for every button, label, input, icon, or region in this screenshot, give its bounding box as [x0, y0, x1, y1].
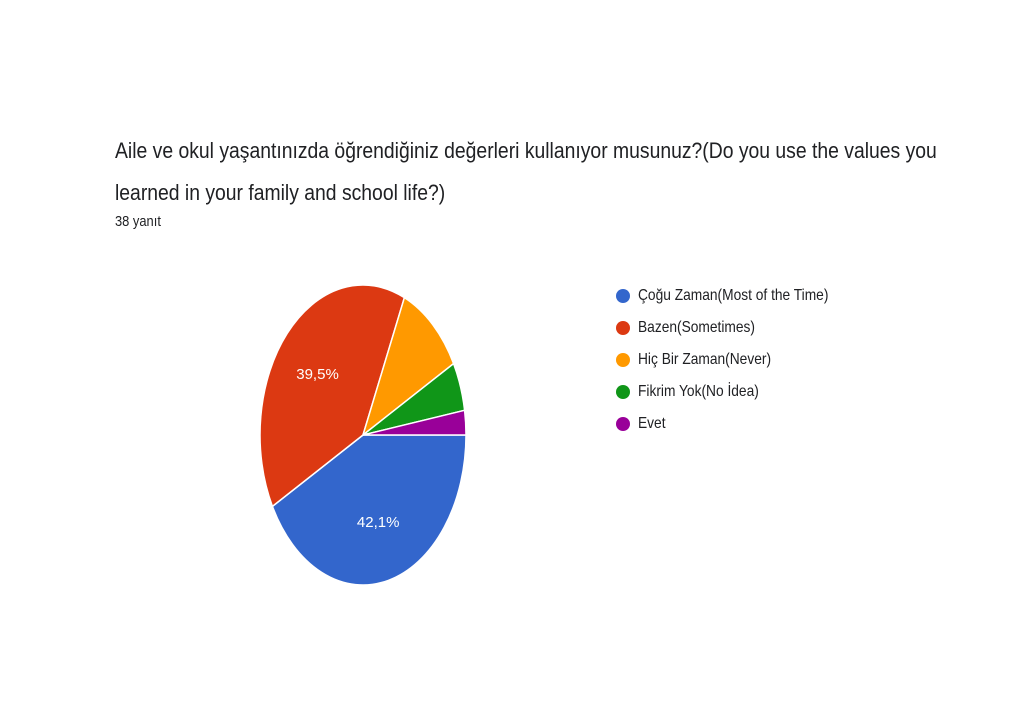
legend-label: Çoğu Zaman(Most of the Time): [638, 287, 829, 304]
legend-item-0[interactable]: Çoğu Zaman(Most of the Time): [616, 285, 859, 307]
legend-item-2[interactable]: Hiç Bir Zaman(Never): [616, 349, 793, 371]
legend-swatch-icon: [616, 417, 630, 431]
legend-swatch-icon: [616, 353, 630, 367]
legend-item-3[interactable]: Fikrim Yok(No İdea): [616, 381, 779, 403]
slice-data-label-0: 42,1%: [357, 514, 400, 531]
chart-title-line-1: Aile ve okul yaşantınızda öğrendiğiniz d…: [115, 138, 937, 163]
legend-label: Fikrim Yok(No İdea): [638, 383, 759, 400]
pie-slice-1[interactable]: [259, 284, 406, 508]
legend-swatch-icon: [616, 321, 630, 335]
slice-data-label-1: 39,5%: [296, 366, 339, 383]
pie-slice-2[interactable]: [361, 296, 455, 438]
legend-swatch-icon: [616, 289, 630, 303]
legend-item-1[interactable]: Bazen(Sometimes): [616, 317, 774, 339]
legend-item-4[interactable]: Evet: [616, 413, 670, 435]
response-count: 38 yanıt: [115, 213, 161, 230]
pie-slice-4[interactable]: [362, 409, 467, 436]
legend-label: Evet: [638, 415, 666, 432]
legend-label: Bazen(Sometimes): [638, 319, 756, 336]
chart-title-line-2: learned in your family and school life?): [115, 180, 446, 205]
pie-slice-0[interactable]: [271, 434, 467, 586]
legend-swatch-icon: [616, 385, 630, 399]
legend-label: Hiç Bir Zaman(Never): [638, 351, 772, 368]
chart-title: Aile ve okul yaşantınızda öğrendiğiniz d…: [115, 130, 937, 214]
